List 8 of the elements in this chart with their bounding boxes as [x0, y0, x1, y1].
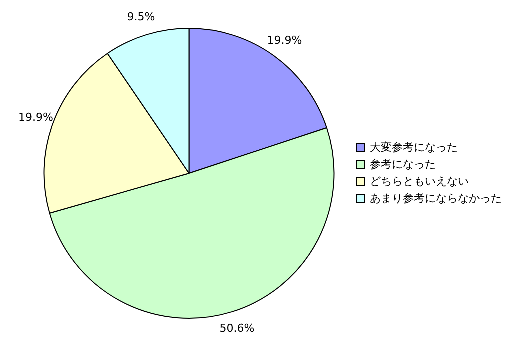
data-label: 19.9% — [267, 34, 302, 48]
data-label: 50.6% — [220, 322, 255, 336]
data-label: 9.5% — [127, 10, 156, 24]
legend-label: 参考になった — [370, 158, 436, 171]
legend-label: あまり参考にならなかった — [370, 192, 502, 205]
data-label: 19.9% — [18, 110, 54, 124]
legend-label: 大変参考になった — [370, 140, 458, 154]
legend-label: どちらともいえない — [370, 174, 469, 188]
